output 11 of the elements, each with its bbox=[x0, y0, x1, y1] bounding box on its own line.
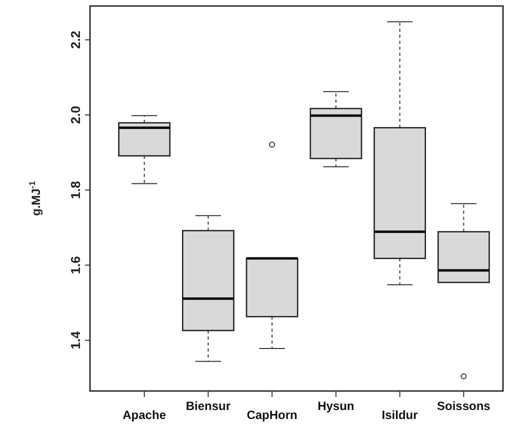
y-tick-label: 1.8 bbox=[68, 181, 83, 200]
y-tick-label: 1.4 bbox=[68, 330, 83, 350]
x-tick-label: Isildur bbox=[382, 408, 418, 422]
x-tick-label: CapHorn bbox=[246, 408, 298, 422]
y-tick-label: 2.2 bbox=[68, 30, 83, 49]
y-tick-label: 1.6 bbox=[68, 256, 83, 274]
x-tick-label: Hysun bbox=[318, 399, 354, 413]
x-tick-label: Apache bbox=[122, 408, 166, 422]
x-tick-label: Soissons bbox=[437, 399, 491, 413]
x-tick-label: Biensur bbox=[186, 399, 231, 413]
y-tick-label: 2.0 bbox=[68, 106, 83, 124]
